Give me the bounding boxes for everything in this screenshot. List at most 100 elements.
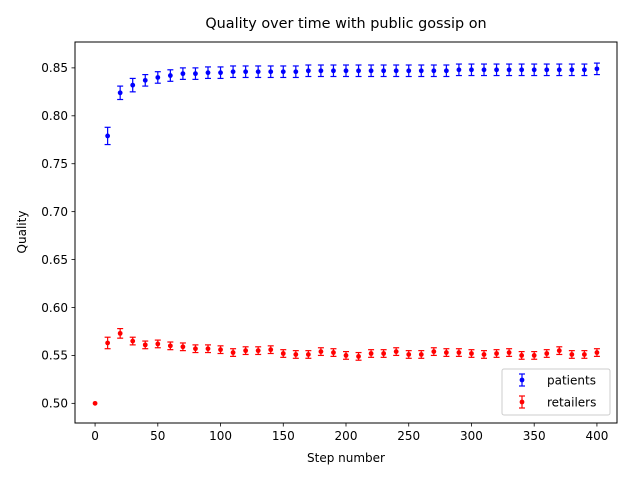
data-point [331, 68, 336, 74]
legend-marker [519, 377, 525, 383]
legend-label: patients [547, 373, 596, 387]
data-point [130, 338, 136, 344]
data-point [142, 342, 148, 348]
data-point [569, 352, 575, 357]
x-tick-label: 100 [209, 429, 232, 443]
data-point [230, 350, 236, 355]
data-point [393, 349, 399, 354]
data-point [205, 70, 211, 76]
data-point [293, 69, 299, 75]
y-tick-label: 0.80 [41, 109, 68, 123]
data-point [280, 69, 286, 75]
data-point [368, 68, 374, 74]
x-axis-label: Step number [307, 451, 385, 465]
plot-area [75, 42, 617, 423]
legend-label: retailers [547, 395, 596, 409]
series-layer [92, 62, 600, 406]
chart-title: Quality over time with public gossip on [205, 16, 486, 32]
data-point [368, 351, 374, 356]
data-point [581, 352, 587, 357]
data-point [117, 90, 123, 96]
data-point [381, 68, 387, 74]
y-axis-label: Quality [15, 211, 29, 254]
data-point [406, 352, 412, 357]
data-point [130, 82, 136, 88]
data-point [255, 69, 261, 75]
data-point [356, 353, 361, 359]
y-axis-ticks: 0.50 0.55 0.60 0.65 0.70 0.75 0.80 0.85 [41, 61, 75, 411]
data-point [418, 68, 424, 74]
data-point [544, 67, 550, 73]
x-tick-label: 50 [150, 429, 165, 443]
data-point [318, 68, 324, 74]
data-point [305, 352, 311, 357]
data-point [556, 348, 562, 354]
data-point [280, 351, 286, 356]
data-point [105, 340, 111, 346]
data-point [456, 67, 462, 73]
y-tick-label: 0.55 [41, 349, 68, 363]
x-tick-label: 350 [523, 429, 546, 443]
data-point [519, 67, 525, 73]
data-point [180, 71, 186, 77]
y-tick-label: 0.50 [41, 397, 68, 411]
data-point [418, 352, 424, 357]
x-tick-label: 250 [397, 429, 420, 443]
data-point [393, 68, 399, 74]
x-tick-label: 0 [91, 429, 99, 443]
data-point [443, 350, 449, 355]
data-point [105, 133, 111, 139]
data-point [318, 349, 324, 354]
y-tick-label: 0.70 [41, 205, 68, 219]
data-point [594, 66, 600, 72]
data-point [230, 69, 236, 75]
data-point [343, 68, 349, 74]
legend: patients retailers [501, 368, 611, 416]
data-point [531, 353, 537, 358]
data-point [180, 344, 186, 350]
legend-marker [519, 399, 525, 405]
legend-box [501, 368, 611, 416]
data-point [581, 67, 587, 73]
data-point [481, 67, 487, 73]
data-point [243, 69, 249, 75]
data-point [469, 351, 474, 356]
data-point [356, 68, 361, 74]
y-tick-label: 0.60 [41, 301, 68, 315]
data-point [155, 75, 161, 80]
data-point [268, 347, 274, 353]
data-point [155, 341, 161, 347]
data-point [469, 67, 474, 73]
data-point [544, 351, 550, 356]
data-point [218, 347, 223, 353]
data-point [481, 352, 487, 357]
x-tick-label: 400 [585, 429, 608, 443]
y-tick-label: 0.75 [41, 157, 68, 171]
x-tick-label: 200 [335, 429, 358, 443]
y-tick-label: 0.85 [41, 61, 68, 75]
data-point [331, 350, 336, 355]
data-point [569, 67, 575, 73]
data-point [519, 353, 525, 358]
data-point [431, 68, 437, 74]
data-point [117, 330, 123, 336]
data-point [193, 71, 198, 77]
data-point [506, 350, 512, 355]
data-point [556, 67, 562, 73]
data-point [305, 68, 311, 74]
data-point [494, 351, 499, 356]
y-tick-label: 0.65 [41, 253, 68, 267]
data-point [142, 77, 148, 83]
x-axis-ticks: 0 50 100 150 200 250 300 350 400 [91, 423, 608, 443]
data-point [92, 400, 98, 406]
data-point [531, 67, 537, 73]
data-point [193, 346, 198, 352]
data-point [167, 343, 173, 349]
data-point [255, 348, 261, 354]
data-point [456, 350, 462, 355]
data-point [443, 68, 449, 74]
data-point [205, 346, 211, 352]
data-point [218, 70, 223, 76]
data-point [431, 349, 437, 354]
